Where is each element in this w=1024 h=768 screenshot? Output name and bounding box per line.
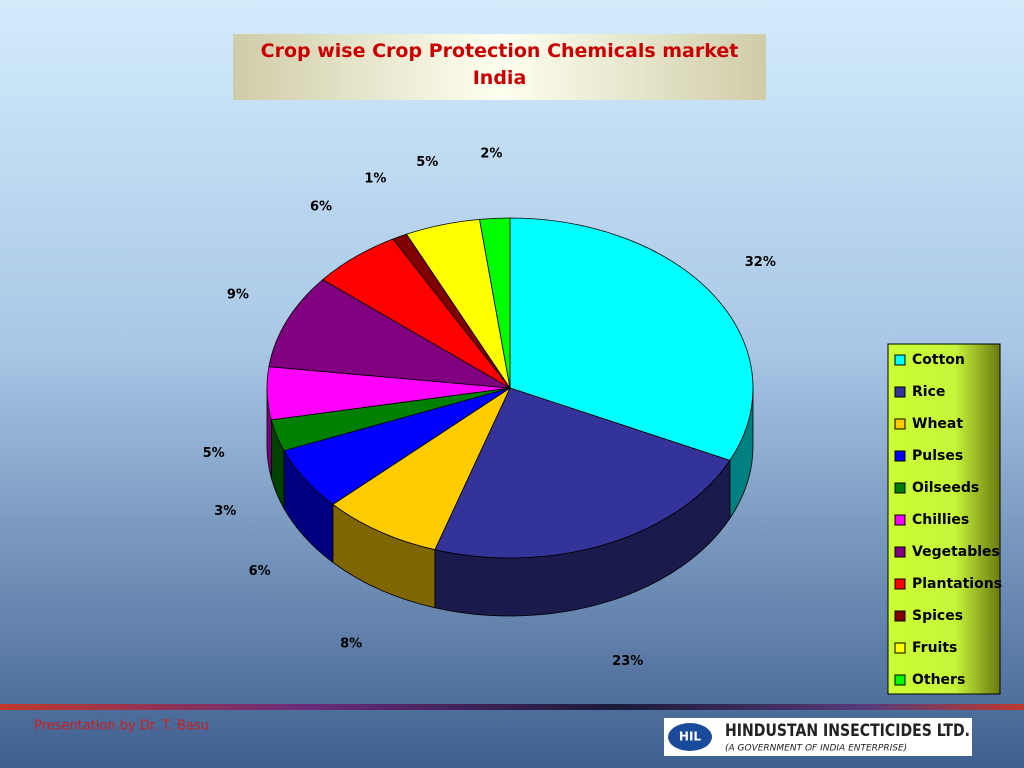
data-label: 6% [249, 564, 271, 579]
pie: 32% 23% 8% 6% 3% 5% 9% 6% 1% 5% 2% [203, 146, 776, 668]
data-label: 1% [364, 171, 386, 186]
legend-swatch [894, 546, 906, 558]
legend-swatch [894, 642, 906, 654]
slice [434, 387, 731, 559]
title-holder: Crop wise Crop Protection Chemicals mark… [260, 40, 739, 89]
data-label: 6% [310, 200, 332, 215]
slice [268, 279, 511, 389]
data-label: 23% [612, 654, 643, 669]
legend-swatch [894, 578, 906, 590]
legend-label: Rice [912, 384, 945, 400]
legend-swatch [894, 418, 906, 430]
legend-label: Fruits [912, 640, 957, 656]
data-label: 8% [340, 637, 362, 652]
footer-bar [0, 704, 1024, 710]
legend-label: Cotton [912, 352, 965, 368]
legend-label: Plantations [912, 576, 1002, 592]
legend-label: Oilseeds [912, 480, 979, 496]
slice [479, 217, 511, 389]
logo-box [664, 718, 972, 756]
title-box [233, 34, 766, 100]
legend-swatch [894, 674, 906, 686]
data-label: 5% [416, 155, 438, 170]
legend-swatch [894, 386, 906, 398]
slice [332, 386, 511, 551]
data-label: 32% [745, 255, 776, 270]
legend-box [887, 343, 1001, 695]
legend-label: Chillies [912, 512, 969, 528]
logo-emblem [668, 723, 712, 751]
legend-swatch [894, 610, 906, 622]
legend-swatch [894, 450, 906, 462]
company-note: (A GOVERNMENT OF INDIA ENTERPRISE) [725, 744, 907, 754]
legend-swatch [894, 514, 906, 526]
logo-mark: HIL [679, 730, 702, 744]
legend-label: Spices [912, 608, 963, 624]
legend-label: Wheat [912, 416, 963, 432]
data-label: 3% [214, 504, 236, 519]
data-label: 2% [480, 146, 502, 161]
legend: Cotton Rice Wheat Pulses Oilseeds Chillies Veg… [894, 352, 1002, 688]
credit: Presentation by Dr. T. Basu [34, 719, 209, 734]
slice [509, 217, 754, 461]
legend-swatch [894, 354, 906, 366]
legend-label: Others [912, 672, 965, 688]
legend-swatch [894, 482, 906, 494]
legend-label: Vegetables [912, 544, 1000, 560]
data-label: 9% [227, 287, 249, 302]
chart-title: Crop wise Crop Protection Chemicals mark… [260, 40, 739, 89]
company-name: HINDUSTAN INSECTICIDES LTD. [725, 721, 970, 741]
legend-label: Pulses [912, 448, 963, 464]
data-label: 5% [203, 446, 225, 461]
